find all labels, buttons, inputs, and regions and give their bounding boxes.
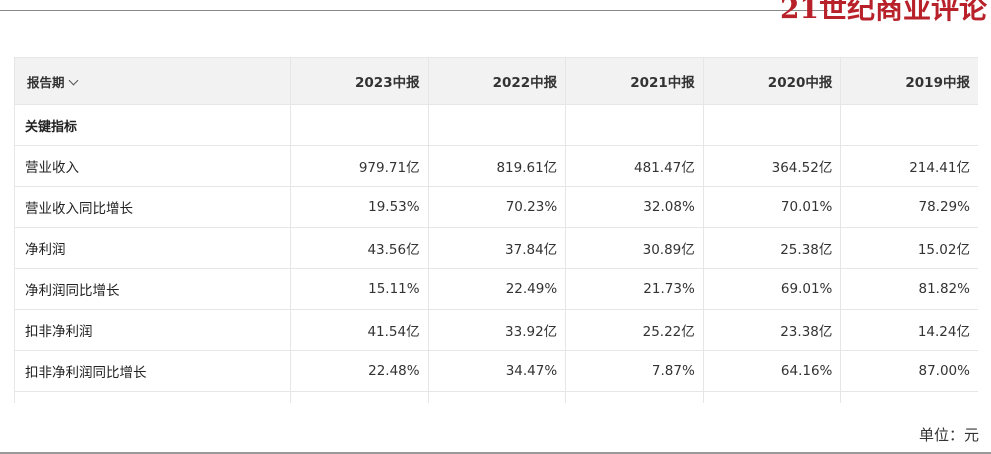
row-label: 净利润同比增长 (14, 268, 291, 310)
table-cell: 70.01% (702, 186, 842, 228)
column-header: 2020中报 (702, 57, 842, 105)
brand-logo: 21世纪商业评论 (780, 0, 987, 25)
row-label: 营业收入 (14, 145, 291, 187)
table-row: 净利润同比增长 15.11% 22.49% 21.73% 69.01% 81.8… (14, 268, 978, 310)
table-row: 营业收入 979.71亿 819.61亿 481.47亿 364.52亿 214… (14, 145, 978, 187)
table-cell: 37.84亿 (427, 227, 567, 269)
row-label: 净利润 (14, 227, 291, 269)
table-row: 营业收入同比增长 19.53% 70.23% 32.08% 70.01% 78.… (14, 186, 978, 228)
column-header: 2022中报 (427, 57, 567, 105)
table-cell: 979.71亿 (290, 145, 429, 187)
table-cell: 22.48% (290, 350, 429, 392)
table-cell: 364.52亿 (702, 145, 842, 187)
column-header: 2021中报 (565, 57, 704, 105)
row-label: 营业收入同比增长 (14, 186, 291, 228)
table-row-partial (14, 391, 978, 403)
table-cell: 7.87% (565, 350, 704, 392)
unit-note: 单位：元 (918, 426, 979, 444)
period-selector[interactable]: 报告期 (14, 57, 291, 105)
table-row: 净利润 43.56亿 37.84亿 30.89亿 25.38亿 15.02亿 (14, 227, 978, 269)
table-cell: 41.54亿 (290, 309, 429, 351)
column-header: 2019中报 (840, 57, 978, 105)
section-row: 关键指标 (14, 104, 978, 146)
table-cell: 481.47亿 (565, 145, 704, 187)
table-row: 扣非净利润 41.54亿 33.92亿 25.22亿 23.38亿 14.24亿 (14, 309, 978, 351)
table-cell: 34.47% (427, 350, 567, 392)
top-divider (0, 10, 828, 11)
table-cell: 87.00% (840, 350, 978, 392)
table-cell: 30.89亿 (565, 227, 704, 269)
chevron-down-icon (68, 75, 78, 85)
period-label: 报告期 (27, 74, 65, 90)
table-cell: 43.56亿 (290, 227, 429, 269)
table-cell: 33.92亿 (427, 309, 567, 351)
financial-table: 报告期 2023中报 2022中报 2021中报 2020中报 2019中报 关… (14, 57, 978, 403)
bottom-divider (0, 452, 991, 454)
table-cell: 14.24亿 (840, 309, 978, 351)
row-label: 扣非净利润 (14, 309, 291, 351)
table-cell: 19.53% (290, 186, 429, 228)
table-cell: 32.08% (565, 186, 704, 228)
table-cell: 214.41亿 (840, 145, 978, 187)
column-header: 2023中报 (290, 57, 429, 105)
table-header-row: 报告期 2023中报 2022中报 2021中报 2020中报 2019中报 (14, 57, 978, 105)
row-label: 扣非净利润同比增长 (14, 350, 291, 392)
table-cell: 25.38亿 (702, 227, 842, 269)
table-cell: 81.82% (840, 268, 978, 310)
table-cell: 23.38亿 (702, 309, 842, 351)
table-cell: 69.01% (702, 268, 842, 310)
table-cell: 64.16% (702, 350, 842, 392)
table-cell: 819.61亿 (427, 145, 567, 187)
table-row: 扣非净利润同比增长 22.48% 34.47% 7.87% 64.16% 87.… (14, 350, 978, 392)
table-cell: 25.22亿 (565, 309, 704, 351)
table-cell: 22.49% (427, 268, 567, 310)
section-label: 关键指标 (14, 104, 291, 146)
table-cell: 21.73% (565, 268, 704, 310)
table-cell: 15.11% (290, 268, 429, 310)
table-cell: 78.29% (840, 186, 978, 228)
table-cell: 70.23% (427, 186, 567, 228)
financial-table-container: 报告期 2023中报 2022中报 2021中报 2020中报 2019中报 关… (14, 57, 978, 403)
table-cell: 15.02亿 (840, 227, 978, 269)
